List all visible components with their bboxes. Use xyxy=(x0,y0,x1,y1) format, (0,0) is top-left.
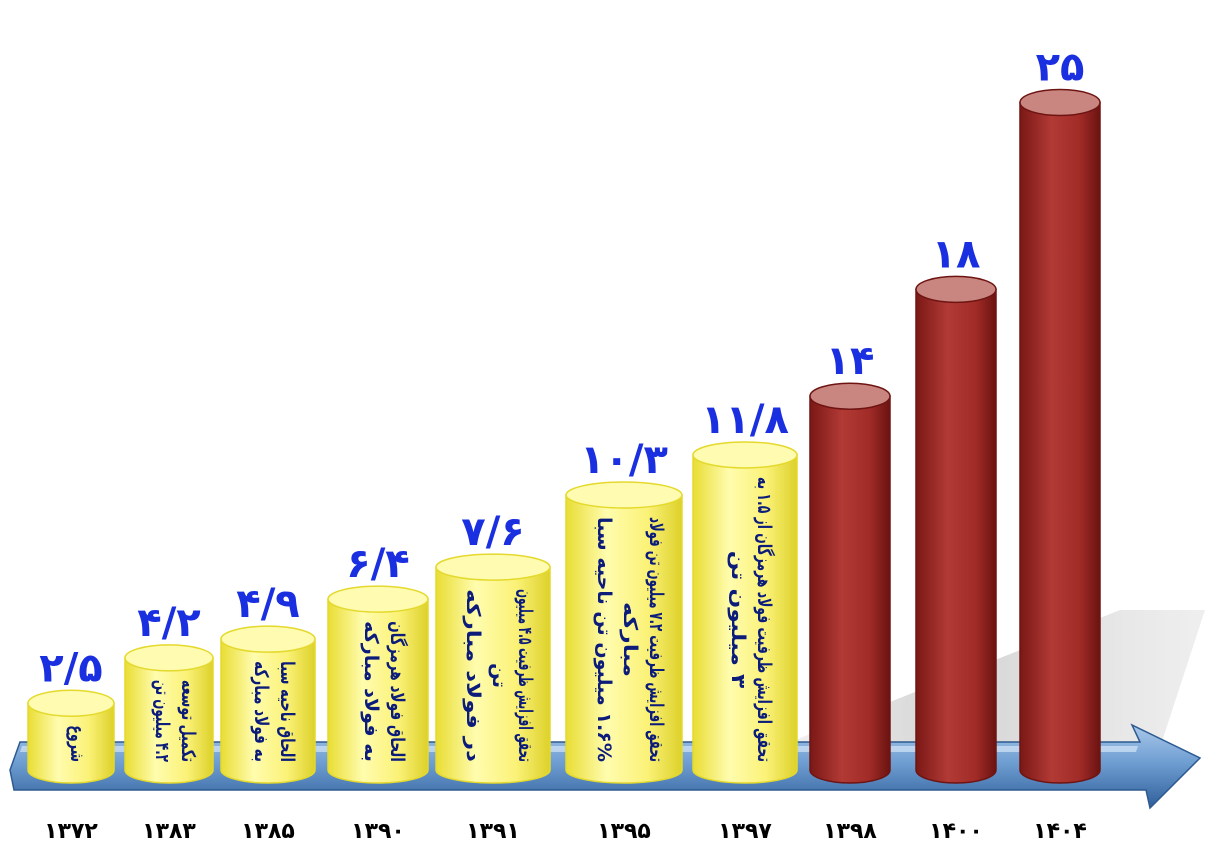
value-label: ۱۰/۳ xyxy=(580,437,668,483)
bar-top xyxy=(124,644,214,672)
year-label: ۱۴۰۰ xyxy=(929,819,983,844)
bar-annotation: تن xyxy=(488,663,510,688)
bar-annotation: تحقق افزایش ظرفیت ۴.۵ میلیون xyxy=(514,589,536,762)
bar-annotation: شروع xyxy=(66,725,88,762)
year-label: ۱۳۸۵ xyxy=(241,819,295,844)
bar-annotation: تحقق افزایش ظرفیت فولاد هرمزگان از ۱.۵ ب… xyxy=(753,477,776,762)
bar-10 xyxy=(1019,88,1101,784)
year-label: ۱۳۷۲ xyxy=(44,819,98,844)
bar-annotation: در فولاد مبارکه xyxy=(462,589,484,762)
bar-top xyxy=(435,553,551,581)
value-label: ۱۱/۸ xyxy=(701,397,789,443)
bar-5 xyxy=(435,553,551,784)
year-label: ۱۳۹۵ xyxy=(597,819,651,844)
year-label: ۱۳۹۸ xyxy=(823,819,877,844)
bar-annotation: تحقق افزایش ظرفیت ۷.۲ میلیون تن فولاد xyxy=(645,517,667,762)
bar-annotation: ۳ میلیون تن xyxy=(727,551,749,689)
value-label: ۲/۵ xyxy=(39,645,102,691)
bar-8 xyxy=(809,382,891,784)
bar-4 xyxy=(327,585,429,784)
bar-top xyxy=(915,275,997,304)
bar-body xyxy=(220,638,316,784)
value-label: ۴/۲ xyxy=(137,600,200,646)
value-label: ۶/۴ xyxy=(346,541,409,587)
bar-body xyxy=(27,702,115,784)
bar-annotation: الحاق فولاد هرمزگان xyxy=(386,621,409,762)
bar-top xyxy=(327,585,429,613)
bar-top xyxy=(27,689,115,717)
bar-annotation: ۴.۲ میلیون تن xyxy=(151,680,173,762)
year-label: ۱۳۸۳ xyxy=(142,819,196,844)
year-label: ۱۳۹۷ xyxy=(718,819,772,844)
bar-body xyxy=(692,454,798,784)
bar-3 xyxy=(220,625,316,784)
year-label: ۱۳۹۱ xyxy=(466,819,520,844)
bar-annotation: الحاق ناحیه سبا xyxy=(276,661,298,762)
bar-top xyxy=(565,481,683,509)
bar-body xyxy=(915,288,997,784)
bar-body xyxy=(124,657,214,784)
bar-top xyxy=(809,382,891,410)
bar-2 xyxy=(124,644,214,784)
bar-body xyxy=(565,494,683,784)
value-label: ۴/۹ xyxy=(236,581,299,627)
bar-body xyxy=(327,598,429,784)
bar-top xyxy=(692,441,798,469)
bar-1 xyxy=(27,689,115,784)
bar-annotation: مبارکه xyxy=(619,602,641,677)
bar-body xyxy=(435,566,551,784)
bar-annotation: به فولاد مبارکه xyxy=(250,661,272,762)
bar-top xyxy=(220,625,316,653)
bar-body xyxy=(809,395,891,784)
value-label: ۷/۶ xyxy=(461,509,524,555)
bar-annotation: تکمیل توسعه xyxy=(177,680,199,762)
value-label: ۲۵ xyxy=(1036,45,1085,91)
bar-9 xyxy=(915,275,997,784)
value-label: ۱۸ xyxy=(932,231,981,277)
year-label: ۱۳۹۰ xyxy=(351,819,405,844)
bar-annotation: به فولاد مبارکه xyxy=(360,621,382,762)
bar-top xyxy=(1019,88,1101,117)
bar-annotation: ۱.۶% میلیون تن ناحیه سبا xyxy=(593,517,615,762)
bar-7 xyxy=(692,441,798,784)
bar-body xyxy=(1019,101,1101,784)
value-label: ۱۴ xyxy=(826,338,875,384)
bar-6 xyxy=(565,481,683,784)
year-label: ۱۴۰۴ xyxy=(1033,819,1087,844)
